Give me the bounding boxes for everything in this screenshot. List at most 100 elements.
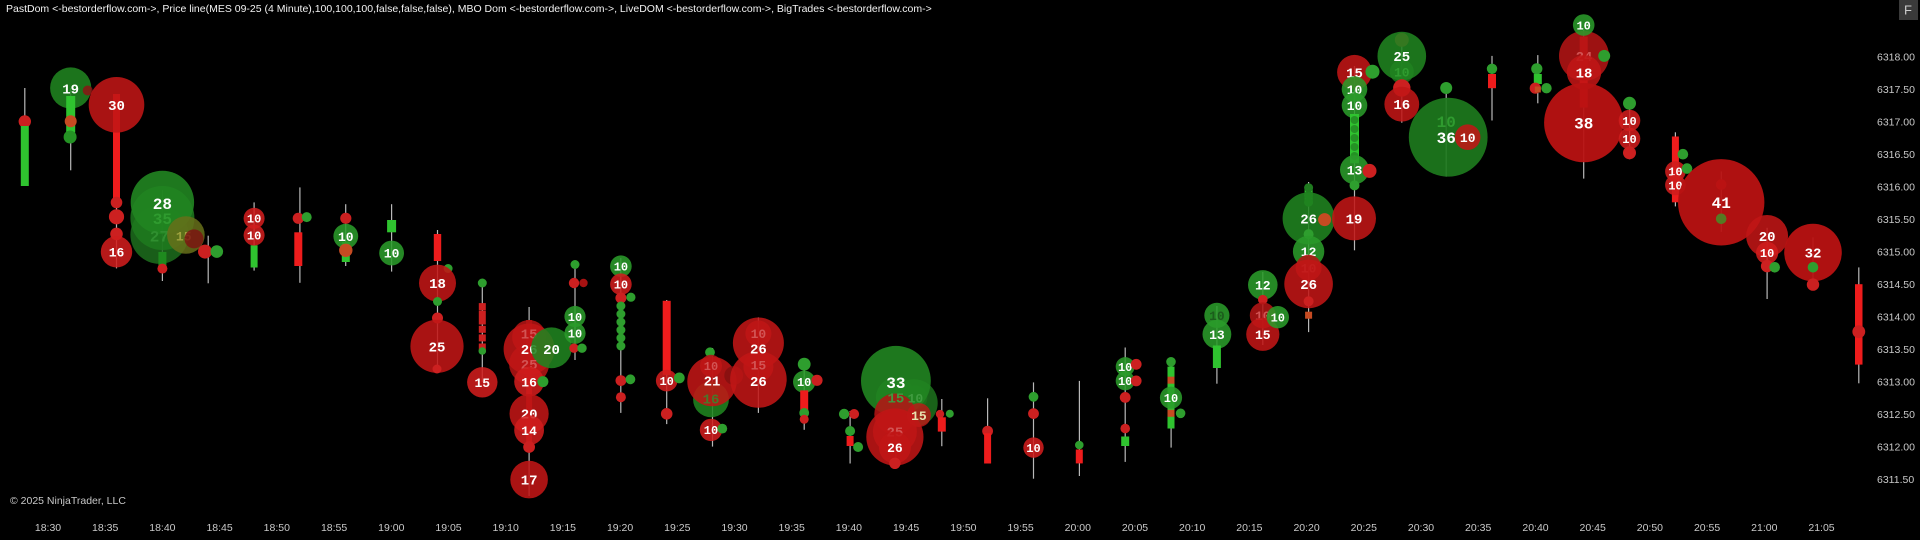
svg-text:19: 19 [1346, 212, 1363, 228]
svg-text:20:05: 20:05 [1122, 522, 1148, 534]
svg-text:41: 41 [1712, 195, 1731, 213]
svg-text:19: 19 [62, 82, 79, 98]
svg-text:10: 10 [1026, 442, 1040, 456]
svg-text:6316.50: 6316.50 [1877, 149, 1915, 161]
svg-text:10: 10 [568, 311, 582, 325]
svg-text:10: 10 [1118, 375, 1132, 389]
svg-text:6312.50: 6312.50 [1877, 409, 1915, 421]
svg-text:26: 26 [750, 375, 767, 391]
svg-text:19:05: 19:05 [435, 522, 461, 534]
svg-text:6315.50: 6315.50 [1877, 214, 1915, 226]
svg-text:20:00: 20:00 [1065, 522, 1091, 534]
svg-text:19:50: 19:50 [950, 522, 976, 534]
svg-text:10: 10 [1164, 392, 1178, 406]
svg-text:18: 18 [429, 277, 446, 293]
svg-text:F: F [1904, 3, 1912, 18]
svg-text:26: 26 [887, 441, 903, 456]
svg-text:6317.50: 6317.50 [1877, 84, 1915, 96]
svg-text:19:55: 19:55 [1007, 522, 1033, 534]
svg-text:35: 35 [153, 211, 172, 229]
svg-text:12: 12 [1255, 279, 1271, 294]
svg-text:6318.00: 6318.00 [1877, 52, 1915, 64]
svg-text:6316.00: 6316.00 [1877, 182, 1915, 194]
svg-text:38: 38 [1574, 115, 1593, 133]
svg-text:19:10: 19:10 [493, 522, 519, 534]
svg-text:19:40: 19:40 [836, 522, 862, 534]
svg-text:15: 15 [751, 359, 767, 374]
svg-text:PastDom <-bestorderflow.com->,: PastDom <-bestorderflow.com->, Price lin… [6, 3, 932, 15]
svg-text:20:35: 20:35 [1465, 522, 1491, 534]
svg-text:25: 25 [429, 340, 446, 356]
svg-text:10: 10 [704, 360, 718, 374]
svg-text:10: 10 [614, 279, 628, 293]
svg-text:30: 30 [108, 99, 125, 115]
svg-text:19:15: 19:15 [550, 522, 576, 534]
svg-text:18:50: 18:50 [264, 522, 290, 534]
svg-text:28: 28 [153, 196, 172, 214]
svg-text:20:40: 20:40 [1522, 522, 1548, 534]
svg-text:20:30: 20:30 [1408, 522, 1434, 534]
svg-text:20:20: 20:20 [1293, 522, 1319, 534]
svg-text:10: 10 [751, 327, 767, 342]
svg-text:32: 32 [1805, 247, 1822, 263]
svg-text:10: 10 [1622, 115, 1636, 129]
svg-text:© 2025 NinjaTrader, LLC: © 2025 NinjaTrader, LLC [10, 495, 126, 507]
svg-text:26: 26 [1300, 212, 1317, 228]
svg-text:20:50: 20:50 [1637, 522, 1663, 534]
svg-text:10: 10 [1271, 312, 1285, 326]
svg-text:10: 10 [384, 247, 400, 262]
svg-text:19:25: 19:25 [664, 522, 690, 534]
svg-text:20:15: 20:15 [1236, 522, 1262, 534]
svg-text:20:45: 20:45 [1580, 522, 1606, 534]
svg-text:16: 16 [1393, 98, 1410, 114]
svg-text:19:45: 19:45 [893, 522, 919, 534]
svg-text:10: 10 [1576, 19, 1590, 33]
svg-text:6311.50: 6311.50 [1877, 474, 1914, 486]
svg-text:19:35: 19:35 [779, 522, 805, 534]
svg-text:15: 15 [887, 392, 904, 408]
svg-text:15: 15 [1255, 328, 1271, 343]
svg-text:10: 10 [797, 376, 811, 390]
svg-text:10: 10 [659, 375, 673, 389]
svg-text:18:55: 18:55 [321, 522, 347, 534]
svg-text:25: 25 [1393, 50, 1410, 66]
svg-text:6317.00: 6317.00 [1877, 117, 1915, 129]
svg-text:18:45: 18:45 [206, 522, 232, 534]
svg-text:10: 10 [908, 391, 924, 406]
svg-text:14: 14 [521, 424, 537, 439]
svg-text:10: 10 [247, 213, 261, 227]
svg-text:10: 10 [247, 229, 261, 243]
svg-text:18:35: 18:35 [92, 522, 118, 534]
svg-text:10: 10 [1347, 99, 1363, 114]
svg-text:18:30: 18:30 [35, 522, 61, 534]
svg-text:6313.50: 6313.50 [1877, 344, 1915, 356]
svg-text:36: 36 [1437, 130, 1456, 148]
svg-text:6314.50: 6314.50 [1877, 279, 1915, 291]
svg-text:10: 10 [1437, 114, 1456, 132]
svg-text:15: 15 [474, 376, 490, 391]
svg-text:20:10: 20:10 [1179, 522, 1205, 534]
svg-text:10: 10 [1760, 247, 1774, 261]
svg-text:10: 10 [704, 424, 718, 438]
svg-text:27: 27 [150, 229, 169, 247]
svg-text:20: 20 [1759, 230, 1776, 246]
svg-text:10: 10 [1209, 309, 1225, 324]
svg-text:20:55: 20:55 [1694, 522, 1720, 534]
svg-text:10: 10 [1668, 179, 1682, 193]
svg-text:26: 26 [750, 343, 767, 359]
svg-text:10: 10 [1118, 361, 1132, 375]
svg-text:20:25: 20:25 [1351, 522, 1377, 534]
svg-text:21:00: 21:00 [1751, 522, 1777, 534]
svg-text:26: 26 [1300, 278, 1317, 294]
svg-text:16: 16 [109, 246, 125, 261]
svg-text:18:40: 18:40 [149, 522, 175, 534]
svg-text:10: 10 [1460, 131, 1476, 146]
svg-text:19:30: 19:30 [721, 522, 747, 534]
svg-text:20: 20 [543, 343, 560, 359]
svg-text:19:20: 19:20 [607, 522, 633, 534]
svg-text:16: 16 [521, 375, 537, 390]
svg-text:33: 33 [886, 375, 905, 393]
svg-text:13: 13 [1347, 163, 1363, 178]
svg-text:10: 10 [1622, 133, 1636, 147]
svg-text:18: 18 [1576, 66, 1593, 82]
